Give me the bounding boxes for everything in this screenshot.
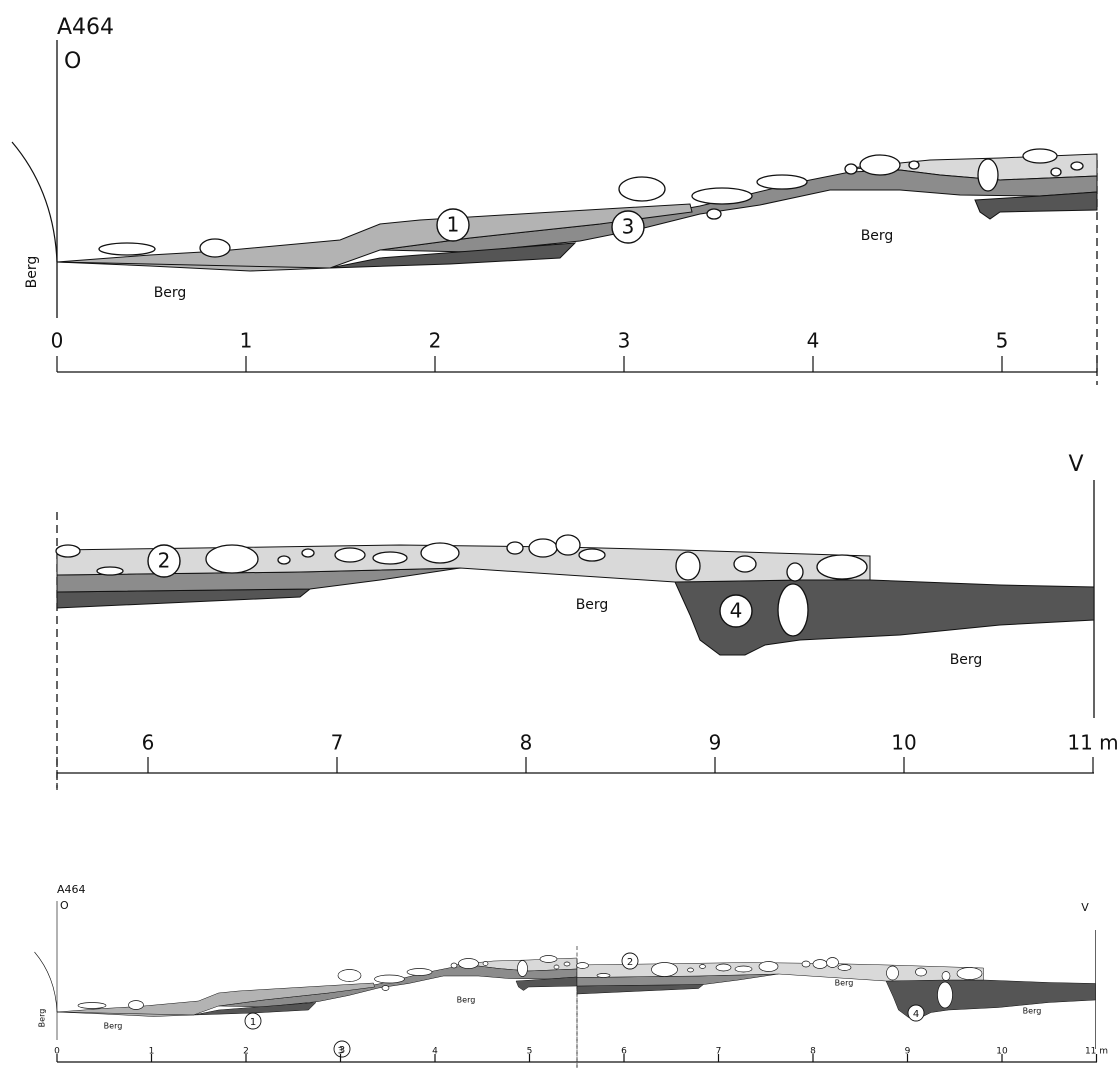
layer-marker — [621, 952, 639, 970]
overview-bedrock: Berg — [104, 1022, 123, 1031]
scale-label: 3 — [618, 329, 631, 353]
layer-number: 3 — [622, 215, 635, 239]
west-label: O — [64, 49, 81, 74]
scale-label: 8 — [520, 731, 533, 755]
scale-label: 0 — [51, 329, 64, 353]
scale-label: 5 — [527, 1047, 533, 1057]
overview-east: V — [1081, 901, 1089, 914]
layer-marker — [611, 210, 645, 244]
scale-label: 7 — [716, 1047, 722, 1057]
layer-number: 1 — [447, 213, 460, 237]
scale-label: 4 — [807, 329, 820, 353]
layer-number: 2 — [158, 549, 171, 573]
side-label: Berg — [24, 256, 40, 289]
bedrock-label: Berg — [861, 228, 894, 244]
scale-label: 2 — [429, 329, 442, 353]
upper-section — [11, 39, 1098, 386]
scale-label: 10 — [891, 731, 916, 755]
overview-bedrock: Berg — [1023, 1007, 1042, 1016]
layer-number: 2 — [627, 957, 633, 968]
bedrock-label: Berg — [154, 285, 187, 301]
scale-label: 6 — [142, 731, 155, 755]
east-label: V — [1068, 452, 1083, 477]
overview-title: A464 — [57, 883, 86, 896]
layer-marker — [719, 594, 753, 628]
layer-number: 4 — [730, 599, 743, 623]
scale-label: 11 m — [1085, 1047, 1108, 1057]
layer-marker — [244, 1012, 262, 1030]
title: A464 — [57, 15, 114, 40]
bedrock-label: Berg — [576, 597, 609, 613]
layer-marker — [436, 208, 470, 242]
scale-label: 7 — [331, 731, 344, 755]
layer-number: 3 — [339, 1045, 345, 1056]
layer-number: 1 — [250, 1017, 256, 1028]
overview-lower — [576, 929, 1096, 1068]
scale-label: 9 — [905, 1047, 911, 1057]
scale-label: 10 — [996, 1047, 1008, 1057]
layer-number: 4 — [913, 1009, 919, 1020]
layer-marker — [907, 1004, 925, 1022]
lower-section — [55, 479, 1095, 789]
scale-label: 9 — [709, 731, 722, 755]
scale-label: 6 — [621, 1047, 627, 1057]
overview-west: O — [60, 899, 69, 912]
scale-label: 0 — [54, 1047, 60, 1057]
scale-label: 2 — [243, 1047, 249, 1057]
scale-label: 11 m — [1067, 731, 1118, 755]
overview-upper — [34, 900, 578, 1068]
overview-bedrock: Berg — [835, 979, 854, 988]
layer-marker — [147, 544, 181, 578]
scale-label: 3 — [338, 1047, 344, 1057]
scale-label: 1 — [149, 1047, 155, 1057]
overview-bedrock: Berg — [457, 996, 476, 1005]
bedrock-label: Berg — [950, 652, 983, 668]
scale-label: 8 — [810, 1047, 816, 1057]
overview-side: Berg — [38, 1009, 47, 1028]
scale-label: 5 — [996, 329, 1009, 353]
layer-marker — [333, 1040, 351, 1058]
scale-label: 1 — [240, 329, 253, 353]
scale-label: 4 — [432, 1047, 438, 1057]
